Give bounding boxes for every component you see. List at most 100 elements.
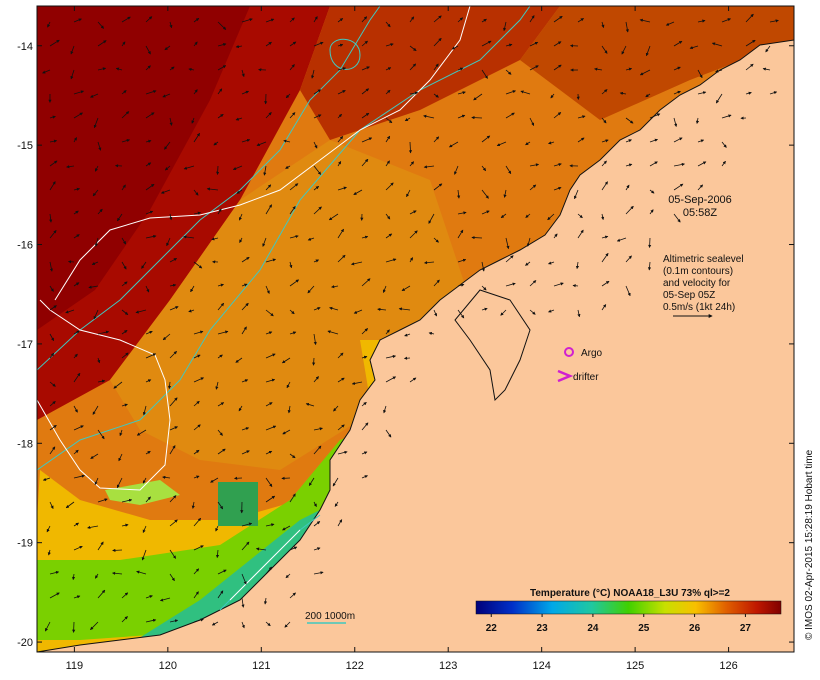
velocity-arrow xyxy=(193,354,201,359)
velocity-arrow xyxy=(263,165,267,176)
velocity-arrow xyxy=(673,183,684,191)
velocity-arrow xyxy=(433,63,439,71)
velocity-arrow xyxy=(111,571,123,575)
velocity-arrow xyxy=(553,233,558,239)
velocity-arrow xyxy=(481,210,490,215)
velocity-arrow xyxy=(169,117,173,126)
velocity-arrow xyxy=(217,65,227,71)
velocity-arrow xyxy=(284,621,291,628)
lon-tick-label: 123 xyxy=(439,660,457,672)
velocity-arrow xyxy=(145,90,157,95)
velocity-arrow xyxy=(385,354,397,359)
velocity-arrow xyxy=(73,545,83,551)
velocity-arrow xyxy=(361,112,370,119)
velocity-arrow xyxy=(90,453,99,459)
velocity-arrow xyxy=(337,450,348,455)
velocity-arrow xyxy=(206,187,219,191)
velocity-arrow xyxy=(645,45,651,57)
velocity-arrow xyxy=(66,165,75,169)
velocity-arrow xyxy=(145,210,154,215)
velocity-arrow xyxy=(601,252,609,263)
velocity-arrow xyxy=(286,381,291,389)
velocity-arrow xyxy=(337,136,344,143)
velocity-arrow xyxy=(49,230,57,239)
velocity-arrow xyxy=(553,186,562,191)
velocity-arrow xyxy=(525,213,531,218)
velocity-arrow xyxy=(404,117,411,122)
velocity-arrow xyxy=(448,141,459,148)
velocity-arrow xyxy=(164,165,171,171)
velocity-arrow xyxy=(520,90,531,95)
velocity-arrow xyxy=(193,475,200,479)
velocity-arrow xyxy=(265,309,274,317)
velocity-arrow xyxy=(649,113,661,119)
velocity-arrow xyxy=(721,18,731,23)
velocity-arrow xyxy=(93,309,99,320)
velocity-arrow xyxy=(337,254,346,263)
velocity-arrow xyxy=(625,67,633,71)
velocity-arrow xyxy=(673,213,681,223)
velocity-arrow xyxy=(49,39,60,47)
velocity-arrow xyxy=(481,69,488,79)
velocity-arrow xyxy=(169,573,175,582)
velocity-arrow xyxy=(193,618,204,623)
velocity-arrow xyxy=(715,69,723,73)
velocity-arrow xyxy=(97,429,105,440)
velocity-arrow xyxy=(649,209,654,215)
velocity-arrow xyxy=(49,333,55,342)
velocity-arrow xyxy=(95,573,99,579)
info-line: 05-Sep 05Z xyxy=(663,290,715,301)
velocity-arrow xyxy=(193,261,203,269)
velocity-arrow xyxy=(183,235,195,239)
velocity-arrow xyxy=(601,117,607,124)
velocity-arrow xyxy=(235,117,243,121)
velocity-arrow xyxy=(49,401,56,407)
velocity-arrow xyxy=(121,261,127,270)
velocity-arrow xyxy=(121,184,126,191)
velocity-arrow xyxy=(94,477,99,486)
velocity-arrow xyxy=(337,377,345,383)
sst-cool-coastal xyxy=(120,500,340,650)
velocity-arrow xyxy=(162,475,171,479)
info-line: and velocity for xyxy=(663,278,731,289)
velocity-arrow xyxy=(697,184,704,191)
velocity-arrow xyxy=(329,306,339,311)
velocity-arrow xyxy=(454,165,459,175)
velocity-arrow xyxy=(409,161,415,167)
velocity-arrow xyxy=(121,237,127,245)
velocity-arrow xyxy=(265,285,270,294)
velocity-arrow xyxy=(169,21,173,29)
velocity-arrow xyxy=(547,213,555,221)
velocity-arrow xyxy=(97,21,104,29)
velocity-arrow xyxy=(721,160,726,167)
velocity-arrow xyxy=(619,91,627,96)
velocity-arrow xyxy=(121,281,128,287)
velocity-arrow xyxy=(49,424,57,431)
velocity-arrow xyxy=(145,496,151,503)
velocity-arrow xyxy=(145,330,153,335)
velocity-arrow xyxy=(193,41,198,47)
velocity-arrow xyxy=(529,41,539,47)
longitude-axis: 119 120 121 122 123 124 125 126 xyxy=(66,6,738,672)
velocity-arrow xyxy=(423,261,435,265)
velocity-arrow xyxy=(313,333,317,346)
velocity-arrow xyxy=(601,235,609,239)
velocity-arrow xyxy=(457,189,461,199)
velocity-arrow xyxy=(49,160,58,167)
velocity-arrow xyxy=(328,213,339,221)
velocity-arrow xyxy=(601,160,607,167)
sealevel-contour xyxy=(54,6,471,301)
velocity-arrow xyxy=(473,93,483,101)
velocity-arrow xyxy=(332,477,339,487)
velocity-arrow xyxy=(385,329,390,335)
velocity-arrow xyxy=(215,381,219,390)
velocity-arrow xyxy=(42,69,51,74)
velocity-arrow xyxy=(308,477,315,486)
velocity-arrow xyxy=(433,309,438,317)
velocity-arrow xyxy=(45,621,51,632)
info-block: Altimetric sealevel (0.1m contours) and … xyxy=(663,254,744,318)
velocity-arrow xyxy=(193,568,200,575)
velocity-arrow xyxy=(49,501,54,510)
lon-tick-label: 126 xyxy=(719,660,737,672)
velocity-arrow xyxy=(505,112,515,119)
